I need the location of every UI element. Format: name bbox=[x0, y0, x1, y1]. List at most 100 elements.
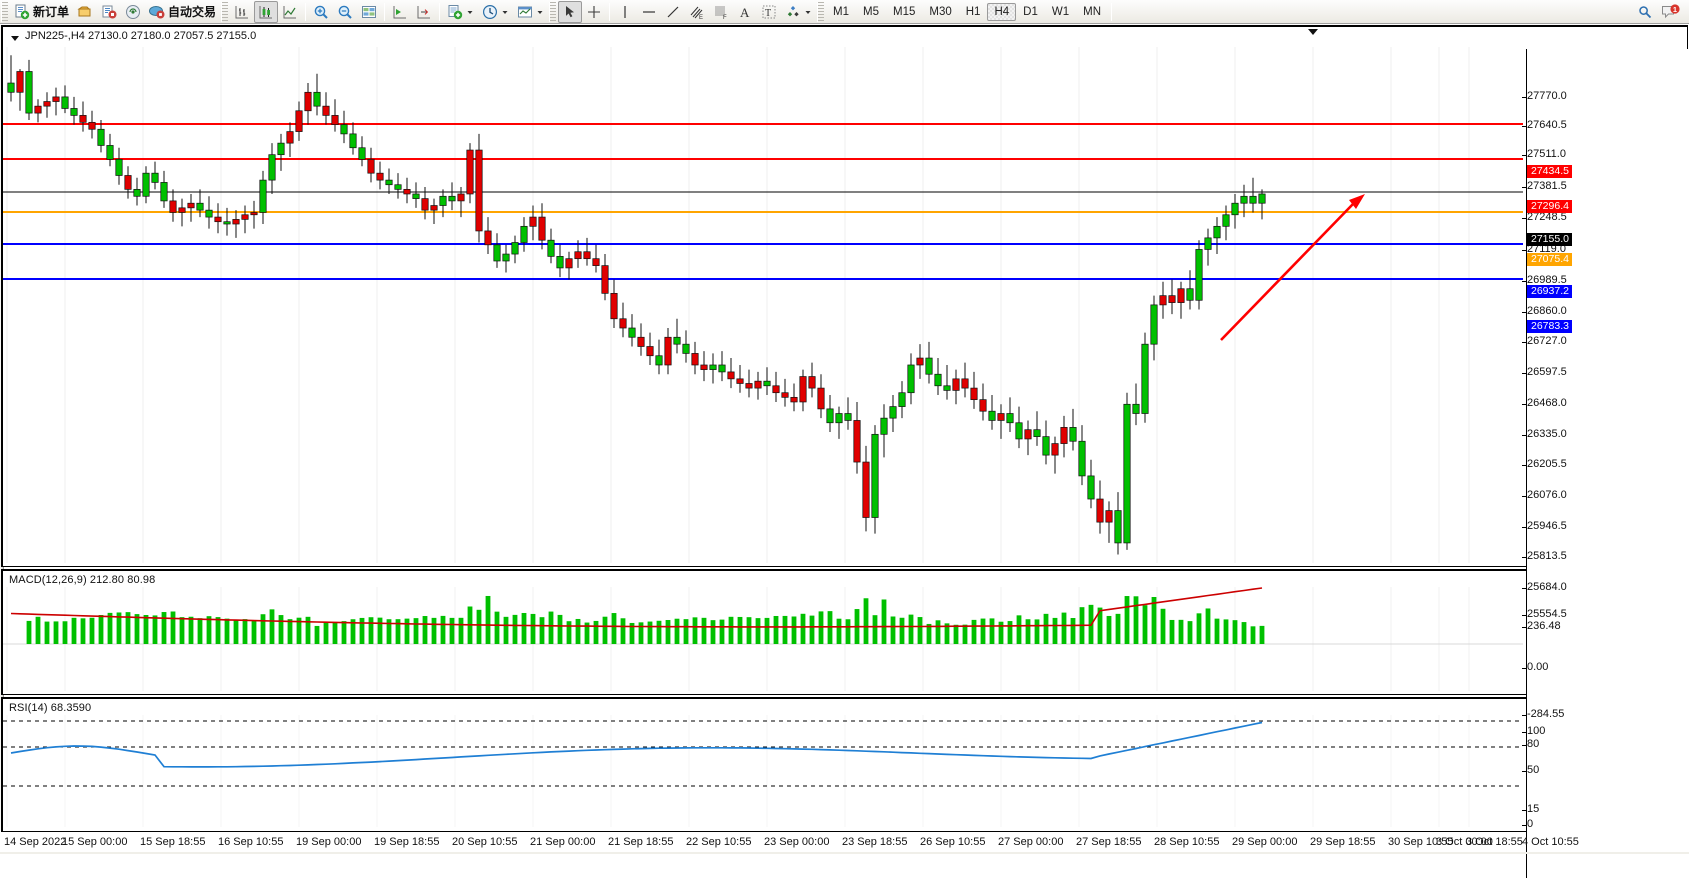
price-tag-support-2[interactable]: 26783.3 bbox=[1527, 320, 1572, 333]
price-tick: 26335.0 bbox=[1522, 428, 1567, 440]
macd-bar bbox=[1016, 615, 1022, 644]
candlestick bbox=[124, 166, 132, 199]
rsi-tick: 100 bbox=[1521, 725, 1546, 737]
text-button[interactable]: A bbox=[733, 1, 757, 23]
up-trend-arrow bbox=[1220, 203, 1354, 341]
rsi-pane[interactable]: RSI(14) 68.3590 bbox=[1, 697, 1688, 832]
publish-button[interactable] bbox=[97, 1, 121, 23]
equidistant-channel-button[interactable]: E bbox=[685, 1, 709, 23]
candlestick bbox=[1204, 228, 1212, 266]
price-tag-resistance-2[interactable]: 27434.5 bbox=[1527, 165, 1572, 178]
chevron-down-icon[interactable] bbox=[501, 4, 509, 20]
crosshair-button[interactable] bbox=[582, 1, 606, 23]
candlestick bbox=[358, 136, 366, 167]
candlestick bbox=[304, 83, 312, 125]
chart-shift-button[interactable] bbox=[412, 1, 436, 23]
macd-bar bbox=[710, 620, 716, 644]
timeframe-w1[interactable]: W1 bbox=[1051, 5, 1070, 18]
candlestick bbox=[826, 395, 834, 433]
timeframe-d1[interactable]: D1 bbox=[1023, 5, 1038, 18]
price-tick: 25684.0 bbox=[1522, 581, 1567, 593]
periods-button[interactable] bbox=[478, 1, 513, 23]
price-tag-resistance-1[interactable]: 27296.4 bbox=[1527, 200, 1572, 213]
alerts-button[interactable]: 1 bbox=[1657, 1, 1685, 23]
chart-container[interactable]: JPN225-,H4 27130.0 27180.0 27057.5 27155… bbox=[0, 24, 1689, 878]
timeframe-m30[interactable]: M30 bbox=[929, 5, 952, 18]
signals-button[interactable] bbox=[121, 1, 145, 23]
timeframe-m1[interactable]: M1 bbox=[833, 5, 850, 18]
templates-button[interactable] bbox=[513, 1, 548, 23]
toolbar-grip[interactable] bbox=[1, 1, 8, 22]
data-window-button[interactable] bbox=[357, 1, 381, 23]
candlestick bbox=[268, 143, 276, 194]
cursor-button[interactable] bbox=[558, 0, 583, 23]
candlestick bbox=[880, 404, 888, 458]
macd-bar bbox=[251, 620, 257, 644]
candlestick-chart-button[interactable] bbox=[254, 0, 279, 23]
bar-chart-button[interactable] bbox=[230, 1, 254, 23]
auto-scroll-button[interactable] bbox=[388, 1, 412, 23]
new-order-button[interactable]: 新订单 bbox=[10, 1, 73, 23]
svg-text:F: F bbox=[723, 15, 727, 20]
macd-bar bbox=[89, 617, 95, 644]
timeframe-mn[interactable]: MN bbox=[1083, 5, 1101, 18]
price-axis[interactable]: 27770.0 27640.5 27511.0 27381.5 27248.5 27119… bbox=[1521, 49, 1689, 878]
symbol-dropdown-caret[interactable] bbox=[11, 36, 19, 41]
toolbar-grip-3[interactable] bbox=[549, 1, 557, 22]
price-tick: 26727.0 bbox=[1522, 335, 1567, 347]
zoom-out-button[interactable] bbox=[333, 1, 357, 23]
candlestick bbox=[1114, 492, 1122, 555]
search-button[interactable] bbox=[1633, 1, 1657, 23]
macd-bar bbox=[188, 616, 194, 644]
candlestick bbox=[1015, 406, 1023, 449]
candlestick bbox=[1177, 281, 1185, 319]
macd-bar bbox=[512, 614, 518, 644]
data-window-icon bbox=[361, 4, 377, 20]
chevron-down-icon[interactable] bbox=[804, 4, 812, 20]
timeframe-h1[interactable]: H1 bbox=[965, 5, 981, 18]
candlestick bbox=[565, 251, 573, 280]
macd-bar bbox=[683, 619, 689, 644]
price-tag-current-price[interactable]: 27155.0 bbox=[1527, 233, 1572, 246]
time-tick: 30 Sep 10:55 bbox=[1388, 836, 1454, 848]
time-tick: 15 Sep 18:55 bbox=[140, 836, 206, 848]
objects-button[interactable] bbox=[781, 1, 816, 23]
macd-tick: -284.55 bbox=[1521, 708, 1565, 720]
macd-pane[interactable]: MACD(12,26,9) 212.80 80.98 bbox=[1, 569, 1688, 695]
timeframe-m15[interactable]: M15 bbox=[893, 5, 916, 18]
candlestick bbox=[682, 330, 690, 363]
timeframe-m5[interactable]: M5 bbox=[863, 5, 879, 18]
toolbar-grip-4[interactable] bbox=[817, 1, 825, 22]
time-tick: 23 Sep 18:55 bbox=[842, 836, 908, 848]
profile-button[interactable] bbox=[73, 1, 97, 23]
toolbar-grip-2[interactable] bbox=[221, 1, 229, 22]
text-label-button[interactable]: T bbox=[757, 1, 781, 23]
macd-bar bbox=[1241, 622, 1247, 644]
macd-bar bbox=[1250, 626, 1256, 644]
horizontal-line-button[interactable] bbox=[637, 1, 661, 23]
vertical-line-button[interactable] bbox=[613, 1, 637, 23]
chevron-down-icon[interactable] bbox=[466, 4, 474, 20]
macd-bar bbox=[782, 615, 788, 644]
macd-bar bbox=[1187, 621, 1193, 644]
time-axis[interactable]: 14 Sep 2022 15 Sep 00:00 15 Sep 18:55 16 Se… bbox=[0, 836, 1579, 854]
chart-top-caret[interactable] bbox=[1308, 29, 1318, 35]
macd-bar bbox=[845, 619, 851, 644]
trendline-button[interactable] bbox=[661, 1, 685, 23]
candlestick bbox=[691, 341, 699, 375]
candlestick bbox=[142, 166, 150, 204]
fibonacci-button[interactable]: F bbox=[709, 1, 733, 23]
candlestick bbox=[430, 198, 438, 225]
candlestick bbox=[538, 203, 546, 250]
zoom-in-button[interactable] bbox=[309, 1, 333, 23]
macd-bar bbox=[872, 615, 878, 644]
chevron-down-icon[interactable] bbox=[536, 4, 544, 20]
candlestick bbox=[70, 96, 78, 125]
indicators-button[interactable] bbox=[443, 1, 478, 23]
line-chart-button[interactable] bbox=[278, 1, 302, 23]
price-pane[interactable]: JPN225-,H4 27130.0 27180.0 27057.5 27155… bbox=[1, 25, 1688, 567]
price-tag-support-1[interactable]: 26937.2 bbox=[1527, 285, 1572, 298]
timeframe-h4[interactable]: H4 bbox=[987, 2, 1017, 21]
auto-trading-button[interactable]: 自动交易 bbox=[145, 1, 220, 23]
price-tag-pivot[interactable]: 27075.4 bbox=[1527, 253, 1572, 266]
